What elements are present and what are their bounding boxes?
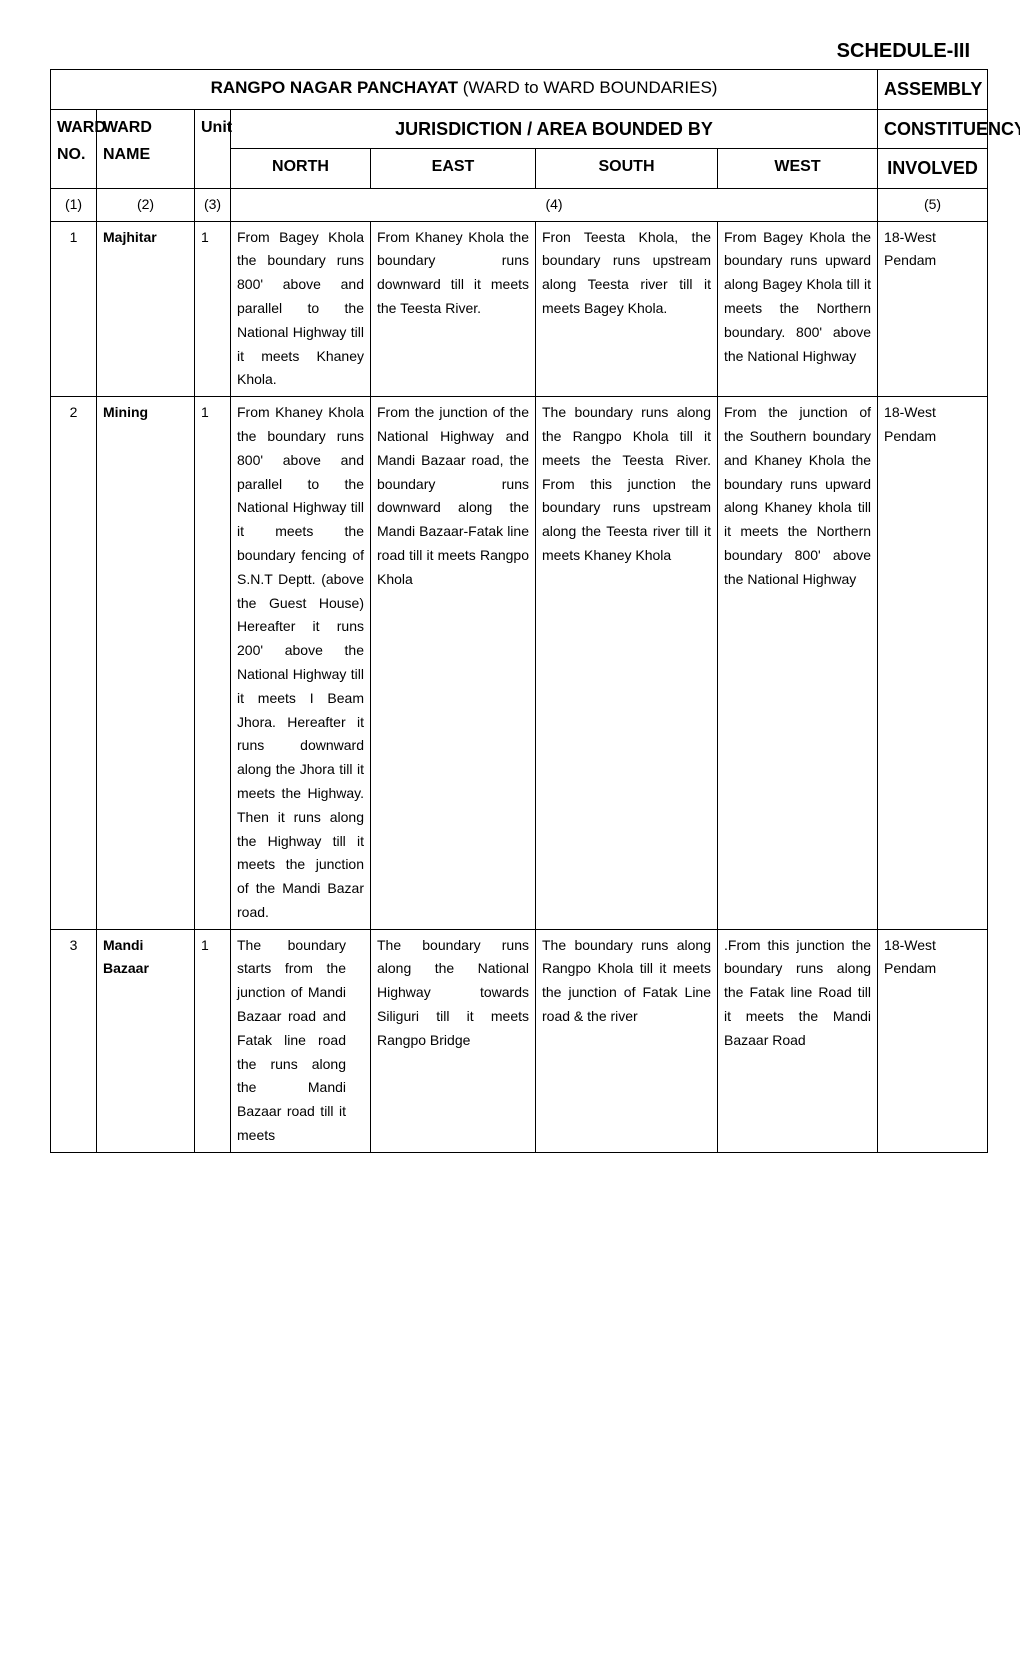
cell-ward-name: Mining (97, 397, 195, 930)
colnum-4: (4) (231, 188, 878, 221)
cell-south: Fron Teesta Khola, the boundary runs ups… (536, 221, 718, 397)
ward-boundaries-table: RANGPO NAGAR PANCHAYAT (WARD to WARD BOU… (50, 69, 988, 1153)
cell-ward-no: 1 (51, 221, 97, 397)
cell-east: The boundary runs along the National Hig… (371, 929, 536, 1152)
colnum-3: (3) (195, 188, 231, 221)
header-ward-name: WARD NAME (97, 109, 195, 188)
table-row: 1 Majhitar 1 From Bagey Khola the bounda… (51, 221, 988, 397)
header-ward-no: WARD NO. (51, 109, 97, 188)
main-title: RANGPO NAGAR PANCHAYAT (WARD to WARD BOU… (51, 70, 878, 110)
cell-ward-no: 3 (51, 929, 97, 1152)
cell-ward-name: Majhitar (97, 221, 195, 397)
cell-south: The boundary runs along the Rangpo Khola… (536, 397, 718, 930)
table-row: 3 Mandi Bazaar 1 The boundary starts fro… (51, 929, 988, 1152)
cell-north: From Khaney Khola the boundary runs 800'… (231, 397, 371, 930)
cell-north: The boundary starts from the junction of… (231, 929, 371, 1152)
colnum-1: (1) (51, 188, 97, 221)
cell-ward-no: 2 (51, 397, 97, 930)
cell-west: From the junction of the Southern bounda… (718, 397, 878, 930)
main-title-rest: (WARD to WARD BOUNDARIES) (458, 78, 717, 97)
cell-unit: 1 (195, 221, 231, 397)
colnum-5: (5) (878, 188, 988, 221)
cell-east: From the junction of the National Highwa… (371, 397, 536, 930)
cell-south: The boundary runs along Rangpo Khola til… (536, 929, 718, 1152)
cell-unit: 1 (195, 397, 231, 930)
cell-east: From Khaney Khola the boundary runs down… (371, 221, 536, 397)
cell-assembly: 18-West Pendam (878, 397, 988, 930)
cell-unit: 1 (195, 929, 231, 1152)
header-north: NORTH (231, 149, 371, 189)
header-east: EAST (371, 149, 536, 189)
header-south: SOUTH (536, 149, 718, 189)
cell-assembly: 18-West Pendam (878, 929, 988, 1152)
cell-north: From Bagey Khola the boundary runs 800' … (231, 221, 371, 397)
cell-west: .From this junction the boundary runs al… (718, 929, 878, 1152)
schedule-label: SCHEDULE-III (50, 40, 970, 63)
header-jurisdiction: JURISDICTION / AREA BOUNDED BY (231, 109, 878, 149)
cell-assembly: 18-West Pendam (878, 221, 988, 397)
header-west: WEST (718, 149, 878, 189)
header-assembly-line2: CONSTITUENCY (878, 109, 988, 149)
header-assembly-line1: ASSEMBLY (878, 70, 988, 110)
header-unit: Unit (195, 109, 231, 188)
cell-west: From Bagey Khola the boundary runs upwar… (718, 221, 878, 397)
header-assembly-line3: INVOLVED (878, 149, 988, 189)
main-title-strong: RANGPO NAGAR PANCHAYAT (211, 78, 458, 97)
cell-ward-name: Mandi Bazaar (97, 929, 195, 1152)
table-row: 2 Mining 1 From Khaney Khola the boundar… (51, 397, 988, 930)
colnum-2: (2) (97, 188, 195, 221)
